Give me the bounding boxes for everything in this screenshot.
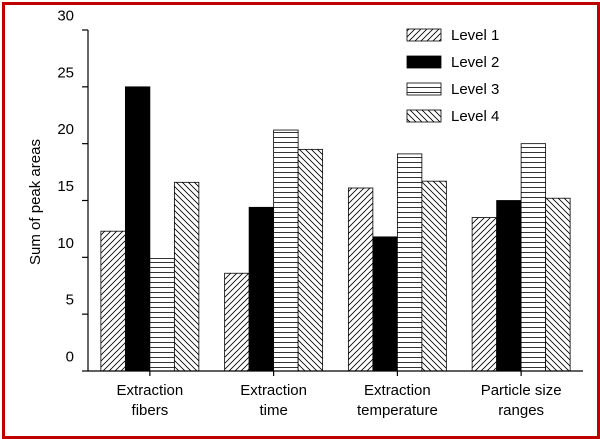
- x-category-label: temperature: [357, 402, 438, 419]
- legend-label: Level 1: [451, 27, 499, 44]
- legend-swatch: [406, 55, 442, 69]
- bar-level-3: [396, 153, 423, 372]
- y-tick-label: 10: [57, 235, 74, 252]
- y-tick-label: 15: [57, 178, 74, 195]
- x-category-label: Particle size: [481, 382, 562, 399]
- bar-level-3: [520, 143, 547, 372]
- bar-level-2: [248, 206, 275, 372]
- x-category-label: ranges: [498, 402, 544, 419]
- y-tick-label: 0: [66, 349, 74, 366]
- bar-level-4: [421, 180, 447, 372]
- bar-level-3: [149, 258, 175, 372]
- x-category-label: Extraction: [240, 382, 307, 399]
- y-ticks: 0 5 10 15 20 25 30: [57, 8, 88, 372]
- legend-swatch: [406, 82, 442, 96]
- bar-level-4: [297, 148, 324, 372]
- bar-level-1: [471, 217, 498, 372]
- legend-label: Level 4: [451, 108, 499, 125]
- bar-level-2: [496, 200, 522, 372]
- y-tick-label: 20: [57, 121, 74, 138]
- y-axis-label: Sum of peak areas: [27, 139, 44, 265]
- x-category-labels: Extraction fibers Extraction time Extraction…: [117, 371, 562, 419]
- bar-level-4: [173, 181, 200, 372]
- bar-level-1: [347, 187, 374, 372]
- legend-swatch: [406, 109, 442, 123]
- x-category-label: Extraction: [117, 382, 184, 399]
- bars-layer: [100, 86, 571, 372]
- x-category-label: time: [259, 402, 287, 419]
- bar-level-1: [100, 230, 126, 372]
- bar-level-1: [224, 272, 250, 372]
- y-tick-label: 30: [57, 8, 74, 25]
- legend-label: Level 3: [451, 81, 499, 98]
- y-tick-label: 5: [66, 292, 74, 309]
- bar-level-2: [372, 236, 398, 372]
- y-tick-label: 25: [57, 64, 74, 81]
- legend: Level 1 Level 2 Level 3 Level 4: [406, 27, 499, 125]
- bar-level-3: [273, 129, 299, 372]
- x-category-label: fibers: [132, 402, 169, 419]
- bar-level-2: [124, 86, 151, 372]
- legend-swatch: [406, 28, 442, 42]
- legend-label: Level 2: [451, 54, 499, 71]
- bar-level-4: [545, 197, 571, 372]
- x-category-label: Extraction: [364, 382, 431, 399]
